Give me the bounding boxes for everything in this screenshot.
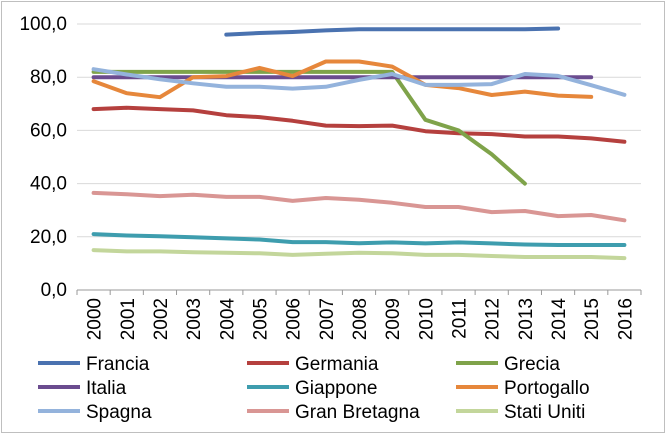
series-line-grecia: [91, 69, 527, 186]
series-line-germania: [91, 105, 627, 144]
y-tick-label: 0,0: [41, 280, 67, 301]
x-tick-label: 2010: [416, 298, 437, 340]
x-tick-label: 2001: [118, 298, 139, 340]
x-tick-label: 2016: [615, 298, 636, 340]
legend-label: Spagna: [86, 402, 152, 423]
legend-item-grecia: Grecia: [456, 354, 560, 375]
x-tick-label: 2015: [582, 298, 603, 340]
x-axis: 2000 2001 2002 2003 2004 2005 2006 2007 2008 2009…: [76, 289, 642, 341]
legend-label: Giappone: [295, 378, 377, 399]
legend: Francia Germania Grecia Italia Giappone Porto…: [38, 354, 590, 423]
legend-label: Portogallo: [504, 378, 590, 399]
x-tick-label: 2009: [383, 298, 404, 340]
legend-item-italia: Italia: [38, 378, 127, 399]
legend-label: Grecia: [504, 354, 560, 375]
x-tick-label: 2007: [317, 298, 338, 340]
legend-label: Italia: [86, 378, 127, 399]
x-tick-label: 2014: [549, 298, 570, 341]
y-tick-label: 20,0: [30, 227, 67, 248]
x-tick-label: 2008: [350, 298, 371, 340]
x-tick-label: 2000: [85, 298, 106, 340]
series-lines: [91, 26, 627, 261]
x-tick-label: 2004: [217, 298, 238, 341]
series-line-gran-bretagna: [91, 190, 627, 223]
y-tick-label: 40,0: [30, 174, 67, 195]
legend-item-gran-bretagna: Gran Bretagna: [247, 402, 420, 423]
legend-item-germania: Germania: [247, 354, 379, 375]
legend-item-giappone: Giappone: [247, 378, 377, 399]
legend-item-stati-uniti: Stati Uniti: [456, 402, 585, 423]
x-tick-label: 2003: [184, 298, 205, 340]
x-tick-label: 2012: [483, 298, 504, 340]
legend-item-spagna: Spagna: [38, 402, 152, 423]
series-line-giappone: [91, 232, 627, 247]
legend-label: Stati Uniti: [504, 402, 585, 423]
series-line-stati-uniti: [91, 248, 627, 261]
y-tick-label: 100,0: [19, 14, 67, 35]
x-tick-label: 2005: [250, 298, 271, 340]
y-tick-label: 80,0: [30, 67, 67, 88]
legend-label: Gran Bretagna: [295, 402, 420, 423]
legend-label: Germania: [295, 354, 379, 375]
x-tick-label: 2006: [284, 298, 305, 340]
series-line-francia: [224, 26, 561, 37]
y-axis: 0,0 20,0 40,0 60,0 80,0 100,0: [19, 14, 67, 301]
y-tick-label: 60,0: [30, 120, 67, 141]
x-tick-label: 2002: [151, 298, 172, 340]
x-tick-label: 2013: [516, 298, 537, 340]
series-line-portogallo: [91, 59, 594, 100]
x-tick-label: 2011: [450, 298, 471, 339]
series-line-spagna: [91, 67, 627, 97]
legend-item-portogallo: Portogallo: [456, 378, 590, 399]
legend-label: Francia: [86, 354, 150, 375]
legend-item-francia: Francia: [38, 354, 150, 375]
